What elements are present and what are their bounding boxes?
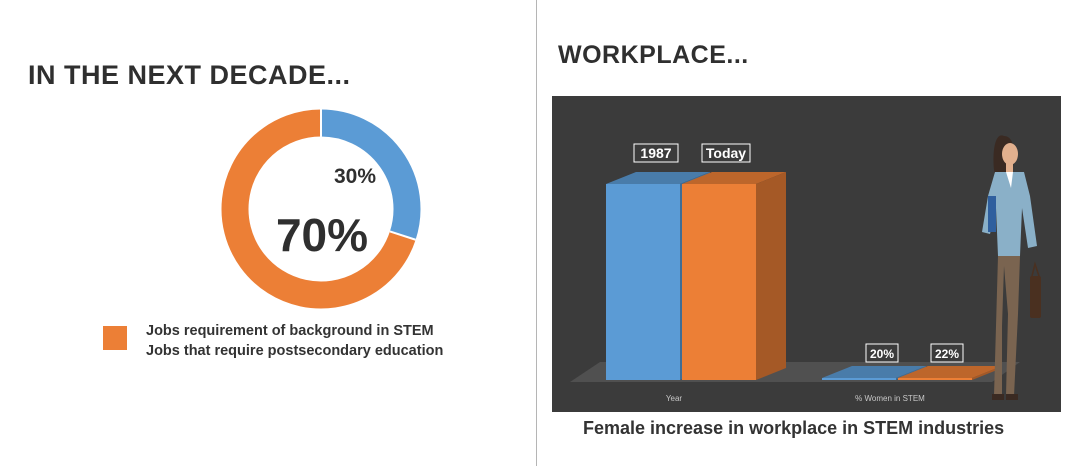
legend-entry-postsecondary: Jobs that require postsecondary educatio… [146, 343, 444, 359]
bar-1987-women-stem [822, 378, 896, 380]
panel-divider [536, 0, 537, 466]
legend-entry-stem: Jobs requirement of background in STEM [146, 323, 434, 339]
bar-today-year [682, 184, 756, 380]
bar-side-face [972, 366, 1002, 380]
bar-side-face [756, 172, 786, 380]
donut-slice-stem [320, 109, 421, 240]
bar-top-face [606, 172, 710, 184]
x-tick-label-women-stem: % Women in STEM [855, 394, 925, 403]
legend-swatch-orange [103, 326, 127, 350]
donut-separator [389, 230, 416, 241]
bar-label: Today [706, 145, 746, 161]
bar-label: 22% [935, 347, 959, 361]
bar-label: 1987 [640, 145, 671, 161]
right-panel-heading: WORKPLACE... [558, 41, 749, 69]
bar-today-women-stem [898, 378, 972, 380]
bar-label-box [701, 143, 751, 163]
bar-1987-year [606, 184, 680, 380]
bar-label-box [633, 143, 679, 163]
bar-label-box [865, 343, 899, 363]
x-tick-label-year: Year [666, 394, 683, 403]
donut-label-stem: 30% [334, 165, 376, 188]
bar-label: 20% [870, 347, 894, 361]
bar-top-face [682, 172, 786, 184]
donut-label-postsecondary: 70% [276, 209, 368, 261]
chart-caption: Female increase in workplace in STEM ind… [583, 418, 1005, 438]
bar-top-face [822, 366, 926, 378]
donut-slice-postsecondary [221, 109, 416, 309]
bar-top-face [898, 366, 1002, 378]
left-panel-heading: IN THE NEXT DECADE... [28, 60, 351, 90]
businesswoman-illustration [982, 135, 1041, 400]
donut-chart: 30% 70% [221, 109, 421, 309]
bar-label-box [930, 343, 964, 363]
bar-chart: 1987 Today 20% 22% Year % Women in STEM [552, 96, 1061, 412]
